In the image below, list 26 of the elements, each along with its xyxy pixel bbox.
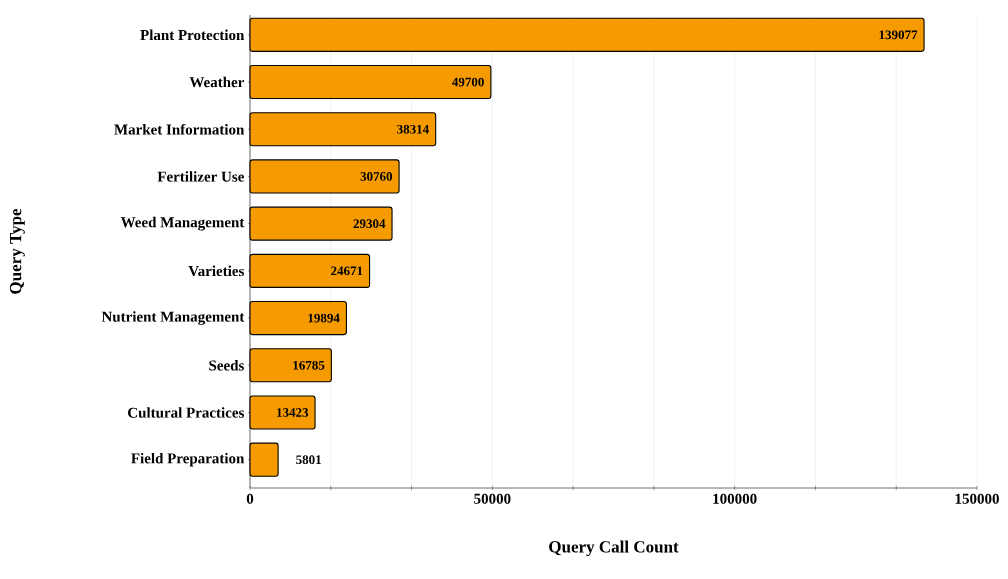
y-tick-label: Weed Management	[120, 216, 245, 231]
data-label: 24671	[331, 266, 363, 276]
data-label: 30760	[360, 172, 393, 181]
y-tick-label: Market Information	[114, 123, 245, 135]
data-label: 5801	[296, 455, 321, 465]
data-label: 139077	[879, 30, 918, 40]
x-tick-label: 100000	[713, 493, 757, 504]
x-tick-label: 0	[246, 493, 254, 504]
data-label: 49700	[452, 77, 484, 87]
data-label: 19894	[308, 313, 340, 323]
x-axis-title: Query Call Count	[549, 540, 679, 557]
y-tick-label: Seeds	[209, 359, 244, 371]
y-tick-label: Varieties	[188, 265, 245, 277]
data-label: 16785	[293, 360, 325, 370]
y-tick-label: Weather	[189, 76, 245, 88]
y-axis-title: Query Type	[9, 208, 25, 294]
y-tick-label: Plant Protection	[140, 29, 245, 41]
y-tick-label: Nutrient Management	[101, 311, 245, 325]
data-label: 29304	[353, 219, 386, 229]
x-tick-label: 150000	[955, 493, 999, 504]
x-tick-label: 50000	[474, 493, 511, 504]
y-tick-label: Fertilizer Use	[157, 171, 244, 182]
data-label: 13423	[277, 408, 309, 417]
y-tick-label: Field Preparation	[131, 452, 245, 467]
data-label: 38314	[397, 124, 429, 134]
y-tick-label: Cultural Practices	[128, 407, 244, 418]
